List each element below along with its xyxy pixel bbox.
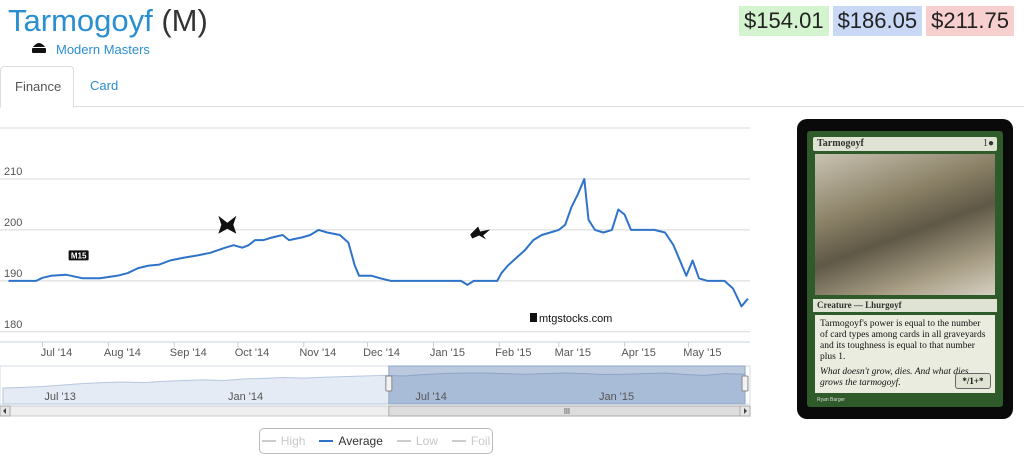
card-flavor-text: What doesn't grow, dies. And what dies g… xyxy=(820,367,969,388)
navigator-tick-label: Jul '14 xyxy=(415,391,446,403)
card-name[interactable]: Tarmogoyf xyxy=(8,3,153,38)
x-tick-label: Feb '15 xyxy=(495,347,531,359)
fate-reforged-set-icon xyxy=(470,226,491,240)
legend-swatch-foil xyxy=(451,440,466,442)
chart-legend: High Average Low Foil xyxy=(259,428,493,454)
x-tick-label: Jul '14 xyxy=(41,347,72,359)
card-power-toughness: */1+* xyxy=(955,373,991,389)
legend-label-high: High xyxy=(280,434,306,448)
price-chart: 180 190 200 210 Jul '14 Aug '14 Sep '14 Oct '14… xyxy=(0,127,751,417)
tab-finance[interactable]: Finance xyxy=(0,66,74,108)
average-price-badge: $186.05 xyxy=(832,6,923,36)
card-rules-text: Tarmogoyf's power is equal to the number… xyxy=(820,319,986,362)
x-tick-label: Oct '14 xyxy=(235,347,270,359)
series-line-average xyxy=(8,178,749,308)
scroll-right-arrow-icon xyxy=(744,408,747,414)
navigator-series-area xyxy=(2,372,746,405)
navigator-tick-label: Jan '14 xyxy=(228,391,263,403)
modern-masters-set-icon xyxy=(30,39,48,60)
card-art xyxy=(815,154,995,295)
m15-set-icon-label: M15 xyxy=(71,251,87,260)
card-artist: Ryan Barger xyxy=(817,397,846,403)
x-tick-label: Mar '15 xyxy=(555,347,591,359)
fate-reforged-icon-shape xyxy=(470,226,491,240)
low-price-badge: $154.01 xyxy=(739,6,829,36)
x-tick-label: Apr '15 xyxy=(621,347,656,359)
y-tick-label: 180 xyxy=(4,319,22,331)
mana-cost: 1● xyxy=(982,138,994,149)
watermark-logo-icon xyxy=(530,313,537,322)
price-summary: $154.01 $186.05 $211.75 xyxy=(739,6,1014,36)
tab-bar: Finance Card xyxy=(0,66,1024,108)
x-tick-label: Sep '14 xyxy=(170,347,207,359)
high-price-badge: $211.75 xyxy=(926,6,1014,36)
m15-set-icon: M15 xyxy=(68,250,89,261)
legend-label-foil: Foil xyxy=(470,434,491,448)
card-text-box: Tarmogoyf's power is equal to the number… xyxy=(815,315,995,393)
set-link[interactable]: Modern Masters xyxy=(56,41,150,57)
legend-label-low: Low xyxy=(415,434,438,448)
x-tick-label: Aug '14 xyxy=(104,347,141,359)
navigator-handle-left[interactable] xyxy=(385,375,393,392)
m15-set-icon-shape xyxy=(68,250,89,261)
x-tick-label: Nov '14 xyxy=(299,347,336,359)
khans-of-tarkir-set-icon xyxy=(218,215,237,234)
x-tick-label: May '15 xyxy=(683,347,721,359)
legend-swatch-average xyxy=(319,440,334,442)
page-title: Tarmogoyf (M) xyxy=(8,2,208,40)
tab-card[interactable]: Card xyxy=(90,78,119,93)
legend-item-average[interactable]: Average xyxy=(319,434,383,448)
y-tick-label: 190 xyxy=(4,268,22,280)
x-tick-label: Dec '14 xyxy=(363,347,400,359)
card-face: Tarmogoyf 1● Creature — Lhurgoyf Tarmogo… xyxy=(807,131,1003,407)
navigator-tick-label: Jan '15 xyxy=(599,391,634,403)
y-tick-label: 210 xyxy=(4,166,22,178)
navigator-tick-label: Jul '13 xyxy=(44,391,75,403)
y-tick-label: 200 xyxy=(4,217,22,229)
scroll-left-arrow-icon xyxy=(3,408,6,414)
legend-item-foil[interactable]: Foil xyxy=(451,434,491,448)
watermark-text: mtgstocks.com xyxy=(539,313,612,325)
card-image[interactable]: Tarmogoyf 1● Creature — Lhurgoyf Tarmogo… xyxy=(797,119,1013,419)
legend-swatch-high xyxy=(261,440,276,442)
khans-of-tarkir-icon-shape xyxy=(218,215,237,234)
legend-item-high[interactable]: High xyxy=(261,434,306,448)
card-name-bar: Tarmogoyf 1● xyxy=(813,137,997,151)
set-row: Modern Masters xyxy=(30,40,150,58)
x-tick-label: Jan '15 xyxy=(430,347,465,359)
legend-swatch-low xyxy=(396,440,411,442)
card-type-line: Creature — Lhurgoyf xyxy=(813,299,997,312)
card-image-name: Tarmogoyf xyxy=(817,138,864,149)
rarity-label: (M) xyxy=(161,3,208,38)
legend-item-low[interactable]: Low xyxy=(396,434,438,448)
legend-label-average: Average xyxy=(338,434,383,448)
navigator-handle-right[interactable] xyxy=(741,375,749,392)
mtgstocks-watermark: mtgstocks.com xyxy=(530,313,612,325)
